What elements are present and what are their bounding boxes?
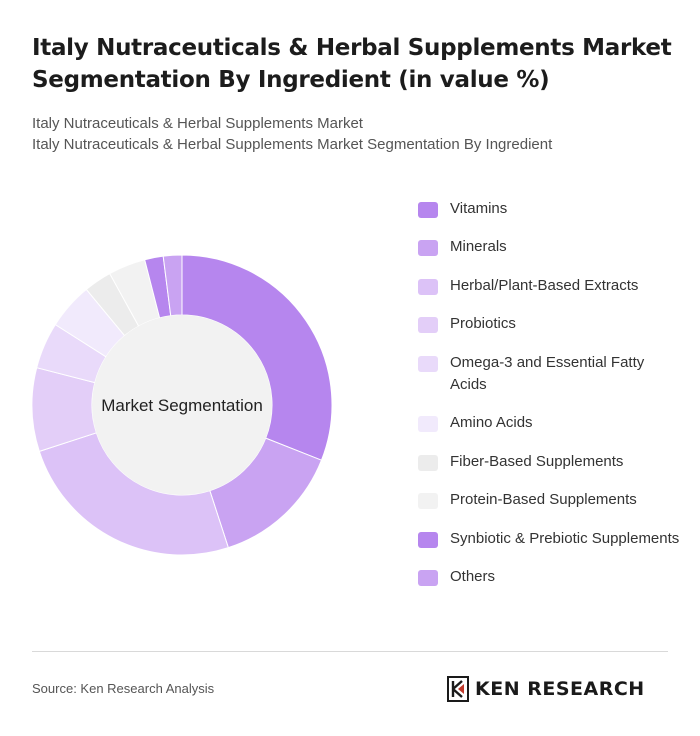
ken-research-logo-icon — [447, 676, 469, 702]
legend-swatch — [418, 240, 438, 256]
brand-logo: KEN RESEARCH — [447, 675, 645, 703]
legend-item: Omega-3 and Essential Fatty Acids — [418, 352, 680, 396]
legend-swatch — [418, 416, 438, 432]
legend-swatch — [418, 279, 438, 295]
legend-label: Synbiotic & Prebiotic Supplements — [450, 530, 680, 547]
legend-swatch — [418, 532, 438, 548]
chart-subtitle: Italy Nutraceuticals & Herbal Supplement… — [32, 113, 672, 155]
subtitle-line-1: Italy Nutraceuticals & Herbal Supplement… — [32, 115, 363, 132]
legend-label: Fiber-Based Supplements — [450, 453, 624, 470]
donut-slices — [31, 254, 333, 556]
donut-slice-herbal-plant-based-extracts — [38, 432, 229, 556]
legend-label: Minerals — [450, 238, 507, 255]
donut-chart: Market Segmentation — [31, 254, 333, 556]
donut-center — [92, 315, 272, 495]
legend-item: Probiotics — [418, 313, 680, 335]
legend-swatch — [418, 493, 438, 509]
legend-item: Herbal/Plant-Based Extracts — [418, 275, 680, 297]
legend-label: Omega-3 and Essential Fatty Acids — [450, 354, 645, 393]
legend-label: Herbal/Plant-Based Extracts — [450, 277, 639, 294]
legend-swatch — [418, 356, 438, 372]
subtitle-line-2: Italy Nutraceuticals & Herbal Supplement… — [32, 136, 553, 153]
legend-swatch — [418, 455, 438, 471]
legend-label: Probiotics — [450, 315, 516, 332]
legend-item: Protein-Based Supplements — [418, 489, 680, 511]
legend-item: Others — [418, 566, 680, 588]
legend-item: Vitamins — [418, 198, 680, 220]
legend-label: Amino Acids — [450, 414, 533, 431]
brand-name: KEN RESEARCH — [475, 678, 645, 700]
source-note: Source: Ken Research Analysis — [32, 681, 215, 696]
legend-item: Amino Acids — [418, 412, 680, 434]
chart-legend: Vitamins Minerals Herbal/Plant-Based Extra… — [418, 198, 680, 588]
legend-item: Minerals — [418, 236, 680, 258]
legend-label: Others — [450, 568, 496, 585]
legend-swatch — [418, 317, 438, 333]
legend-swatch — [418, 202, 438, 218]
legend-swatch — [418, 570, 438, 586]
donut-center-label: Market Segmentation — [101, 396, 263, 415]
legend-item: Synbiotic & Prebiotic Supplements — [418, 528, 680, 550]
legend-item: Fiber-Based Supplements — [418, 451, 680, 473]
legend-label: Protein-Based Supplements — [450, 491, 637, 508]
chart-title: Italy Nutraceuticals & Herbal Supplement… — [32, 35, 672, 93]
footer-divider — [32, 651, 668, 652]
legend-label: Vitamins — [450, 200, 508, 217]
